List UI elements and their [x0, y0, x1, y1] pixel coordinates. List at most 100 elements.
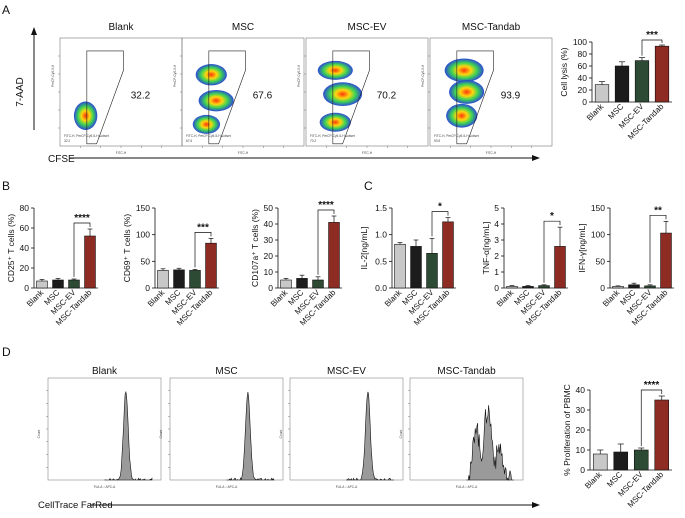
y-tick-label: 60	[20, 223, 30, 233]
flow-subset-value: 93.9	[434, 139, 440, 143]
bar	[173, 269, 185, 289]
bar	[280, 279, 292, 289]
y-axis-label: CD25⁺ T cells (%)	[6, 214, 16, 283]
significance-bracket	[640, 389, 663, 446]
panel-d-x-arrow-head	[532, 502, 540, 508]
panel-a-x-axis-label: CFSE	[48, 154, 75, 165]
flow-plot-title: MSC	[232, 22, 254, 33]
y-tick-label: 100	[573, 37, 587, 47]
flow-subset-label: FITC-H, PerCP-Cy5-5-H subset	[310, 134, 355, 138]
flow-gate-percent: 93.9	[501, 90, 521, 101]
histogram-frame	[409, 377, 524, 481]
histogram-y-tick-label: Count	[37, 430, 41, 439]
significance-bracket	[543, 220, 561, 283]
flow-plot-3: MSC-Tandab 93.9 FITC-H PerCP-Cy5-5-H FITC-H,…	[421, 22, 553, 155]
bar	[654, 399, 670, 471]
histogram-curve	[346, 391, 394, 481]
category-label: Blank	[583, 469, 604, 490]
y-tick-label: 150	[136, 203, 150, 213]
histogram-title: MSC-Tandab	[437, 366, 496, 377]
flow-density-blob	[444, 58, 484, 83]
y-axis-label: IL-2[ng/mL]	[359, 227, 369, 270]
y-tick-label: 0.0	[375, 283, 387, 293]
y-tick-label: 20	[20, 263, 30, 273]
flow-subset-label: FITC-H, PerCP-Cy5-5-H subset	[64, 134, 109, 138]
y-tick-label: 100	[591, 230, 605, 240]
significance-bracket	[194, 232, 212, 268]
y-tick-label: 0	[600, 283, 605, 293]
bar	[84, 235, 96, 289]
panel-label-a: A	[2, 3, 10, 17]
bar	[594, 84, 610, 103]
flow-subset-value: 32.2	[64, 139, 70, 143]
bar-chart-ifn: 050100150IFN-γ[ng/mL]BlankMSCMSC-EVMSC-T…	[577, 203, 674, 327]
significance-bracket	[73, 222, 91, 277]
histogram-title: Blank	[92, 366, 118, 377]
significance-label: ****	[74, 213, 90, 224]
significance-bracket	[431, 211, 449, 237]
histogram-title: MSC	[215, 366, 237, 377]
significance-label: ***	[646, 30, 658, 41]
flow-plot-2: MSC-EV 70.2 FITC-H PerCP-Cy5-5-H FITC-H, Per…	[297, 22, 429, 155]
flow-x-tick-label: FITC-H	[116, 151, 127, 155]
significance-bracket	[317, 209, 335, 275]
panel-a-y-arrow-head	[31, 27, 37, 35]
y-axis-label: CD69⁺ T cells (%)	[122, 214, 132, 283]
flow-subset-label: FITC-H, PerCP-Cy5-5-H subset	[434, 134, 479, 138]
y-axis-label: IFN-γ[ng/mL]	[577, 223, 587, 272]
flow-gate	[86, 50, 124, 145]
flow-density-blob	[319, 112, 351, 132]
panel-label-b: B	[2, 179, 10, 193]
flow-y-tick-label: PerCP-Cy5-5-H	[51, 64, 55, 87]
bar	[592, 453, 608, 471]
histogram-frame	[169, 377, 284, 481]
bar	[633, 449, 649, 471]
y-tick-label: 30	[264, 235, 274, 245]
y-tick-label: 20	[264, 251, 274, 261]
bar	[554, 246, 566, 289]
panel-d-x-axis-label: CellTrace FarRed	[38, 500, 113, 511]
histogram-y-tick-label: Count	[279, 430, 283, 439]
y-tick-label: 20	[576, 425, 586, 435]
significance-label: ***	[197, 222, 209, 233]
flow-plot-title: MSC-Tandab	[462, 22, 521, 33]
y-tick-label: 50	[596, 256, 606, 266]
y-tick-label: 60	[578, 61, 588, 71]
bar	[312, 279, 324, 289]
y-tick-label: 0	[580, 465, 585, 475]
histogram-title: MSC-EV	[327, 366, 366, 377]
flow-x-tick-label: FITC-H	[486, 151, 497, 155]
flow-density-blob	[195, 64, 227, 86]
y-tick-label: 50	[141, 256, 151, 266]
significance-label: ****	[644, 380, 660, 391]
flow-density-blob	[449, 80, 485, 104]
panel-a-y-axis-label: 7-AAD	[15, 77, 26, 106]
y-tick-label: 40	[20, 243, 30, 253]
y-tick-label: 50	[264, 203, 274, 213]
flow-plot-frame	[429, 37, 553, 147]
bar	[654, 45, 670, 103]
histogram-y-tick-label: Count	[159, 430, 163, 439]
y-tick-label: 0.5	[375, 256, 387, 266]
bar	[614, 65, 630, 103]
bar	[410, 246, 422, 289]
y-tick-label: 20	[578, 85, 588, 95]
category-label: Blank	[585, 101, 606, 122]
flow-y-tick-label: PerCP-Cy5-5-H	[297, 64, 301, 87]
flow-density-blob	[446, 103, 478, 128]
flow-density-blob	[323, 82, 363, 107]
y-tick-label: 40	[264, 219, 274, 229]
y-tick-label: 80	[578, 49, 588, 59]
flow-plot-title: Blank	[108, 22, 134, 33]
flow-gate-percent: 32.2	[131, 90, 151, 101]
y-axis-label: Cell lysis (%)	[559, 47, 569, 96]
bar	[189, 270, 201, 289]
y-tick-label: 40	[578, 73, 588, 83]
flow-subset-label: FITC-H, PerCP-Cy5-5-H subset	[186, 134, 231, 138]
